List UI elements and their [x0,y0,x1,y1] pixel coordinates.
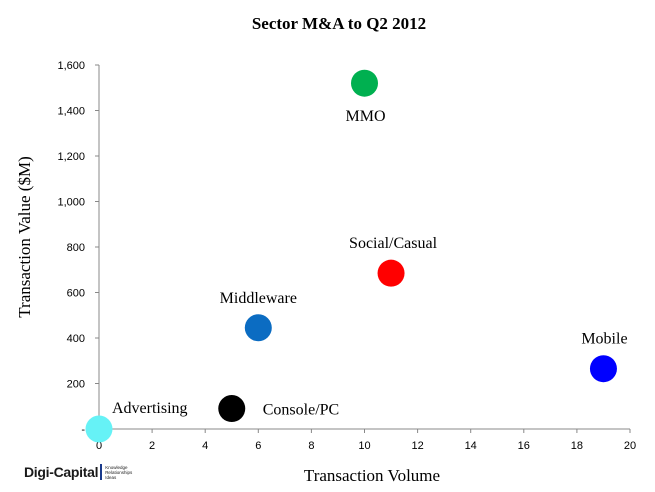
y-tick-label: 400 [67,333,85,345]
point-social-casual [377,259,405,287]
point-label-advertising: Advertising [112,400,188,417]
x-tick-label: 14 [465,440,477,452]
point-middleware [244,314,272,342]
x-tick-label: 18 [571,440,583,452]
logo-tagline-line: Relationships [105,469,133,475]
digi-capital-logo: Digi-Capital Knowledge Relationships Ide… [24,464,132,480]
point-label-console-pc: Console/PC [263,402,339,419]
logo-tagline: Knowledge Relationships Ideas [105,465,132,480]
x-tick-label: 2 [149,440,155,452]
y-tick-label: 600 [67,288,85,300]
x-axis-label: Transaction Volume [304,466,440,485]
point-advertising [85,415,113,443]
logo-name: Digi-Capital [24,464,99,480]
point-console-pc [218,395,246,423]
chart-title: Sector M&A to Q2 2012 [252,14,426,33]
y-axis-label: Transaction Value ($M) [15,156,34,317]
x-tick-label: 10 [358,440,370,452]
x-tick-label: 8 [308,440,314,452]
logo-tagline-line: Knowledge [105,464,128,470]
point-label-middleware: Middleware [220,290,297,307]
y-tick-label: 800 [67,242,85,254]
point-label-mobile: Mobile [581,331,627,348]
y-tick-label: 1,200 [57,151,85,163]
x-axis-ticks: 0 2 4 6 8 10 12 14 16 18 20 [96,429,636,452]
y-tick-label: 1,600 [57,60,85,72]
y-tick-label: 1,000 [57,197,85,209]
x-tick-label: 12 [411,440,423,452]
x-tick-label: 4 [202,440,208,452]
logo-divider [100,464,103,480]
point-mobile [589,355,617,383]
y-tick-label: 200 [67,379,85,391]
logo-tagline-line: Ideas [105,474,117,480]
data-points: Advertising Console/PC Middleware Social/Ca… [85,69,628,443]
x-tick-label: 6 [255,440,261,452]
x-tick-label: 0 [96,440,102,452]
y-tick-label: - [81,424,85,436]
point-label-social-casual: Social/Casual [349,235,438,252]
x-tick-label: 16 [518,440,530,452]
y-tick-label: 1,400 [57,106,85,118]
x-tick-label: 20 [624,440,636,452]
point-label-mmo: MMO [345,108,385,125]
y-axis-ticks: - 200 400 600 800 1,000 1,200 1,400 1,600 [57,60,99,436]
point-mmo [351,69,378,97]
